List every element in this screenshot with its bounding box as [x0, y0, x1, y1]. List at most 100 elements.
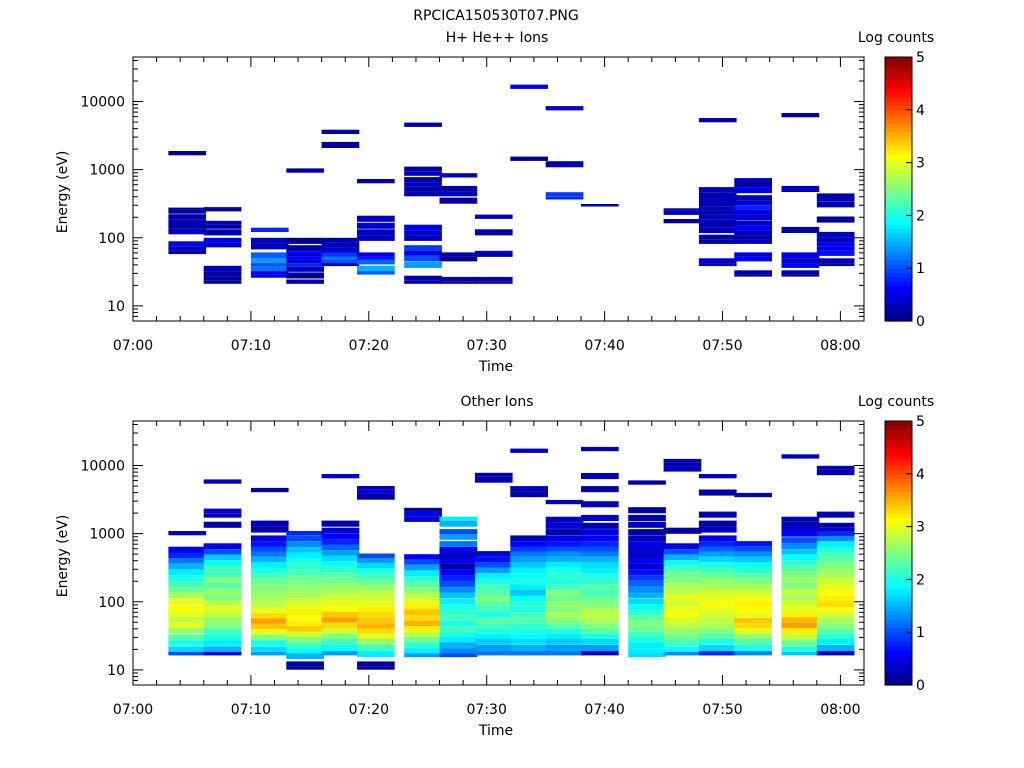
- heatmap-cell: [203, 508, 242, 514]
- heatmap-cell: [404, 182, 442, 187]
- heatmap-cell: [286, 592, 324, 599]
- heatmap-cell: [510, 639, 548, 645]
- colorbar-segment: [885, 553, 912, 558]
- heatmap-cell: [816, 595, 855, 602]
- heatmap-cell: [404, 576, 442, 582]
- heatmap-cell: [357, 222, 395, 229]
- colorbar-segment: [885, 211, 912, 216]
- y-tick-label: 10000: [80, 95, 125, 111]
- heatmap-cell: [357, 256, 395, 260]
- heatmap-cell: [734, 551, 772, 557]
- heatmap-cell: [250, 274, 289, 278]
- heatmap-cell: [781, 530, 820, 537]
- heatmap-cell: [698, 541, 737, 547]
- heatmap-cell: [663, 219, 702, 224]
- colorbar-segment: [885, 61, 912, 67]
- heatmap-cell: [286, 259, 324, 264]
- heatmap-cell: [439, 256, 478, 262]
- x-tick-label: 07:30: [467, 702, 507, 718]
- heatmap-cell: [510, 589, 548, 596]
- heatmap-cell: [734, 252, 772, 257]
- heatmap-cell: [510, 562, 548, 568]
- heatmap-cell: [439, 620, 478, 627]
- colorbar-segment: [885, 74, 912, 80]
- heatmap-cell: [628, 547, 666, 553]
- heatmap-cell: [698, 651, 737, 656]
- heatmap-cell: [628, 558, 666, 564]
- heatmap-cell: [250, 618, 289, 624]
- heatmap-cell: [286, 626, 324, 632]
- colorbar-segment: [885, 456, 912, 462]
- heatmap-cell: [286, 615, 324, 621]
- heatmap-cell: [357, 486, 395, 490]
- heatmap-cell: [439, 547, 478, 553]
- colorbar-segment: [885, 184, 912, 190]
- heatmap-cell: [628, 586, 666, 593]
- heatmap-cell: [816, 562, 855, 568]
- heatmap-cell: [581, 556, 619, 562]
- heatmap-cell: [203, 224, 242, 229]
- colorbar-segment: [885, 255, 912, 260]
- heatmap-cell: [474, 644, 513, 651]
- heatmap-cell: [698, 511, 737, 518]
- heatmap-cell: [510, 578, 548, 585]
- heatmap-cell: [734, 214, 772, 221]
- heatmap-cell: [628, 535, 666, 542]
- heatmap-cell: [581, 535, 619, 542]
- colorbar-segment: [885, 294, 912, 300]
- heatmap-cell: [168, 569, 207, 576]
- heatmap-cell: [545, 161, 584, 168]
- heatmap-cell: [698, 526, 737, 533]
- heatmap-cell: [357, 568, 395, 574]
- heatmap-cell: [581, 546, 619, 552]
- heatmap-cell: [698, 223, 737, 228]
- heatmap-cell: [250, 520, 289, 527]
- colorbar-segment: [885, 425, 912, 431]
- heatmap-cell: [510, 84, 548, 89]
- x-tick-label: 07:50: [702, 338, 742, 354]
- heatmap-cell: [404, 554, 442, 560]
- colorbar-segment: [885, 421, 912, 426]
- heatmap-cell: [250, 567, 289, 574]
- colorbar-segment: [885, 504, 912, 510]
- heatmap-cell: [734, 651, 772, 656]
- heatmap-cells: [168, 84, 855, 284]
- heatmap-cell: [781, 634, 820, 641]
- heatmap-cell: [581, 651, 619, 656]
- heatmap-cell: [321, 583, 360, 589]
- heatmap-cell: [781, 226, 820, 233]
- heatmap-cell: [581, 606, 619, 613]
- heatmap-cell: [781, 258, 820, 264]
- heatmap-cell: [286, 609, 324, 616]
- heatmap-cell: [816, 258, 855, 264]
- heatmap-cell: [734, 628, 772, 634]
- colorbar-segment: [885, 570, 912, 576]
- heatmap-cell: [439, 637, 478, 643]
- colorbar-segment: [885, 136, 912, 142]
- heatmap-cell: [203, 640, 242, 646]
- heatmap-cell: [474, 250, 513, 257]
- heatmap-cell: [404, 171, 442, 176]
- colorbar-tick-label: 1: [916, 625, 925, 641]
- colorbar-segment: [885, 79, 912, 84]
- heatmap-cell: [663, 634, 702, 641]
- heatmap-cell: [734, 601, 772, 607]
- heatmap-cell: [734, 205, 772, 210]
- heatmap-cell: [357, 265, 395, 272]
- heatmap-cell: [286, 653, 324, 659]
- heatmap-cell: [474, 633, 513, 639]
- heatmap-cell: [439, 191, 478, 197]
- heatmap-cell: [816, 639, 855, 645]
- colorbar-segment: [885, 197, 912, 203]
- plot-frame: [132, 420, 865, 686]
- heatmap-cell: [250, 227, 289, 232]
- colorbar-segment: [885, 614, 912, 620]
- heatmap-cell: [781, 606, 820, 612]
- colorbar-segment: [885, 429, 912, 435]
- colorbar-segment: [885, 623, 912, 629]
- heatmap-cell: [816, 511, 855, 518]
- heatmap-cell: [168, 575, 207, 582]
- heatmap-cell: [203, 513, 242, 518]
- heatmap-cell: [816, 527, 855, 532]
- heatmap-cell: [510, 601, 548, 607]
